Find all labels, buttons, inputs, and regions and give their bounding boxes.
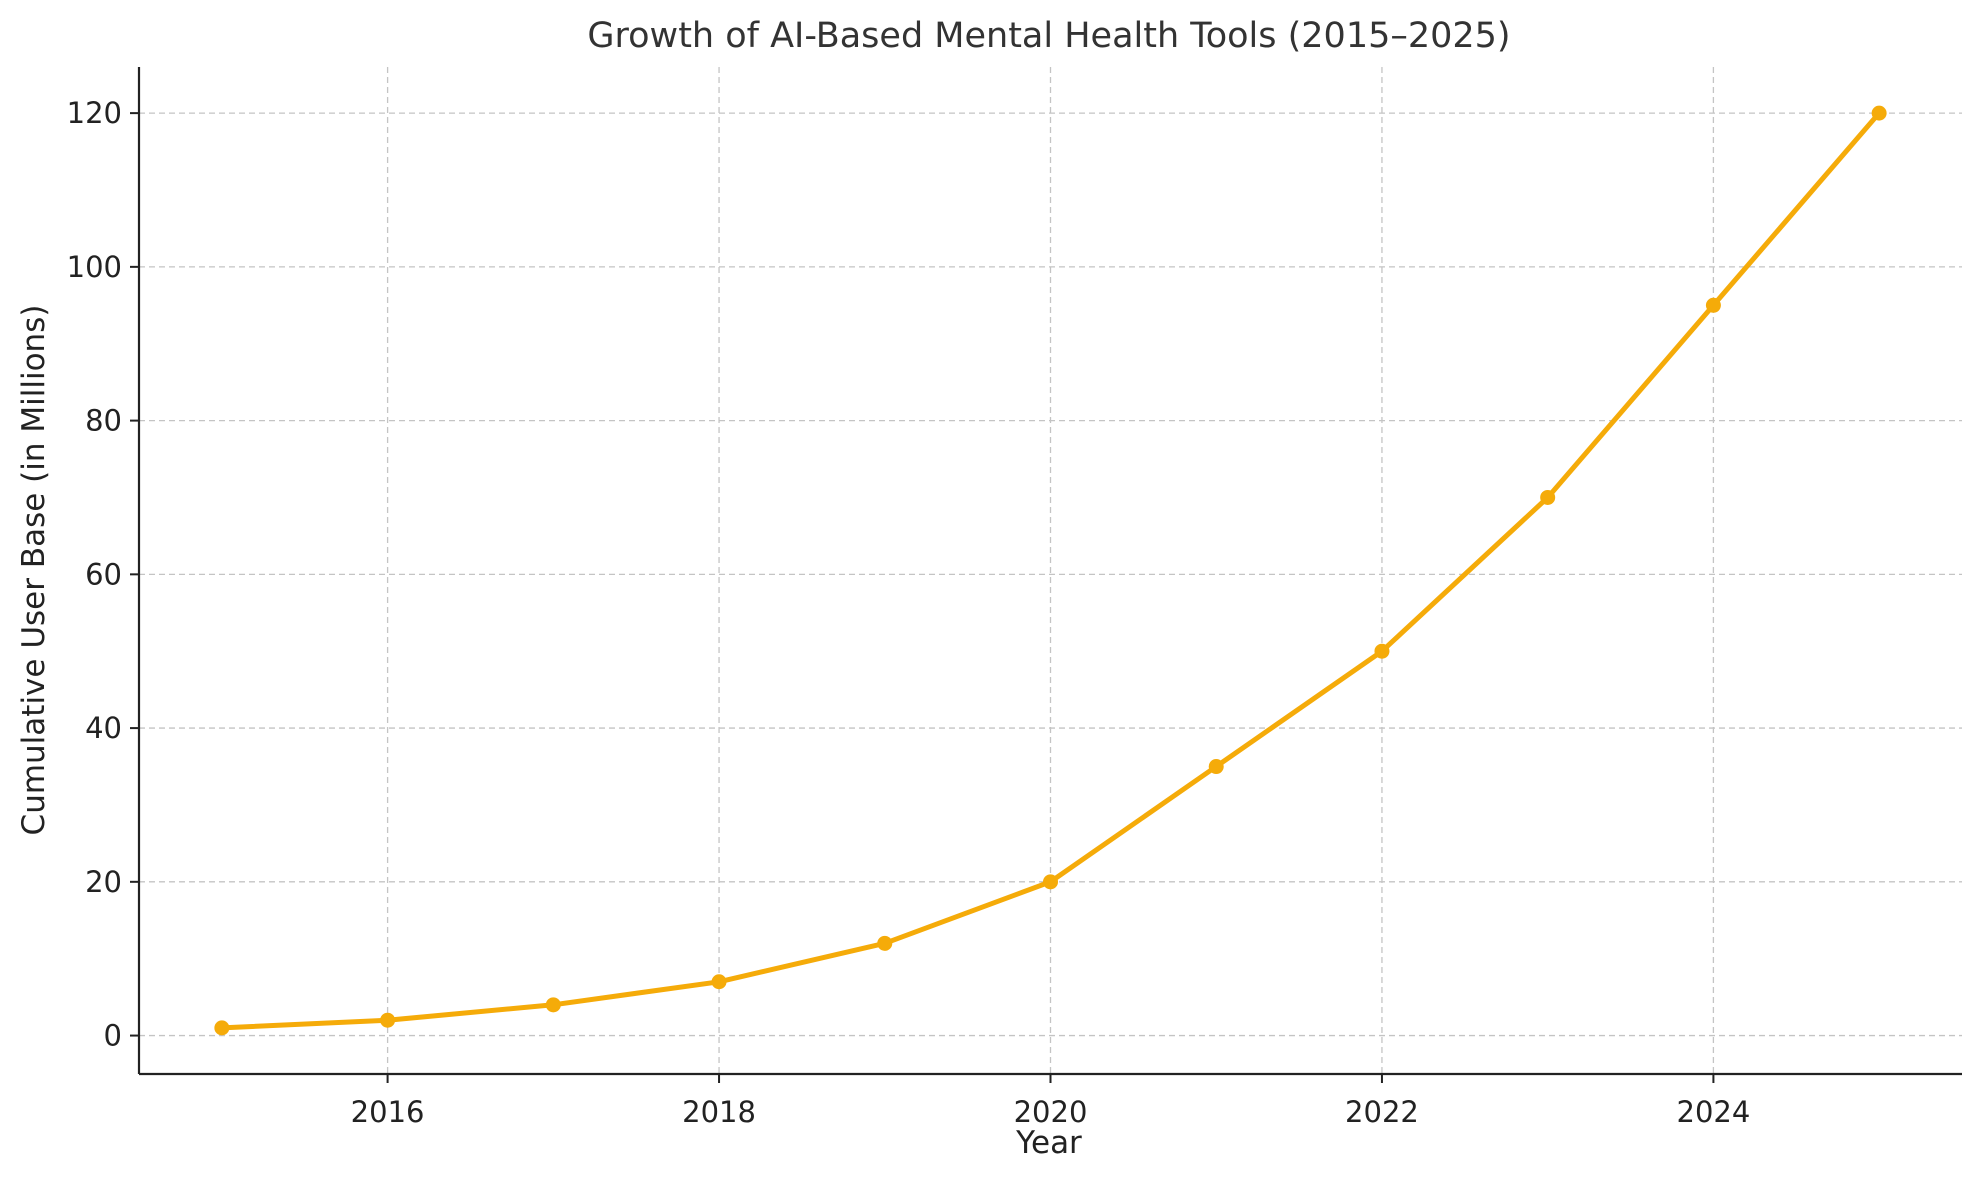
data-point-2023: [1540, 489, 1556, 505]
y-tick-label-80: 80: [85, 404, 122, 438]
data-point-2018: [711, 974, 727, 990]
grid-lines: [139, 67, 1962, 1074]
x-tick-label-2016: 2016: [351, 1095, 425, 1129]
x-ticks: 2016 2018 2020 2022 2024: [351, 1074, 1751, 1129]
data-point-2019: [877, 935, 893, 951]
data-point-2020: [1043, 874, 1058, 890]
chart-title: Growth of AI-Based Mental Health Tools (…: [587, 16, 1510, 56]
y-tick-label-100: 100: [67, 250, 122, 284]
x-tick-label-2022: 2022: [1345, 1095, 1419, 1129]
y-ticks: 0 20 40 60 80 100 120: [67, 96, 139, 1053]
y-axis-label: Cumulative User Base (in Millions): [16, 305, 52, 836]
data-point-2021: [1208, 759, 1224, 775]
y-tick-label-20: 20: [85, 865, 122, 899]
data-point-2015: [214, 1020, 230, 1036]
data-point-2017: [545, 997, 561, 1013]
data-point-2016: [380, 1012, 396, 1028]
x-tick-label-2018: 2018: [682, 1095, 756, 1129]
y-tick-label-0: 0: [104, 1019, 122, 1053]
data-point-2022: [1374, 643, 1390, 659]
y-tick-label-120: 120: [67, 96, 122, 130]
x-axis-label: Year: [1015, 1125, 1082, 1161]
y-tick-label-40: 40: [85, 711, 122, 745]
data-point-2024: [1705, 297, 1721, 313]
data-point-2025: [1871, 105, 1887, 121]
data-points: [214, 105, 1887, 1036]
x-tick-label-2024: 2024: [1677, 1095, 1751, 1129]
x-tick-label-2020: 2020: [1014, 1095, 1088, 1129]
y-tick-label-60: 60: [85, 557, 122, 591]
